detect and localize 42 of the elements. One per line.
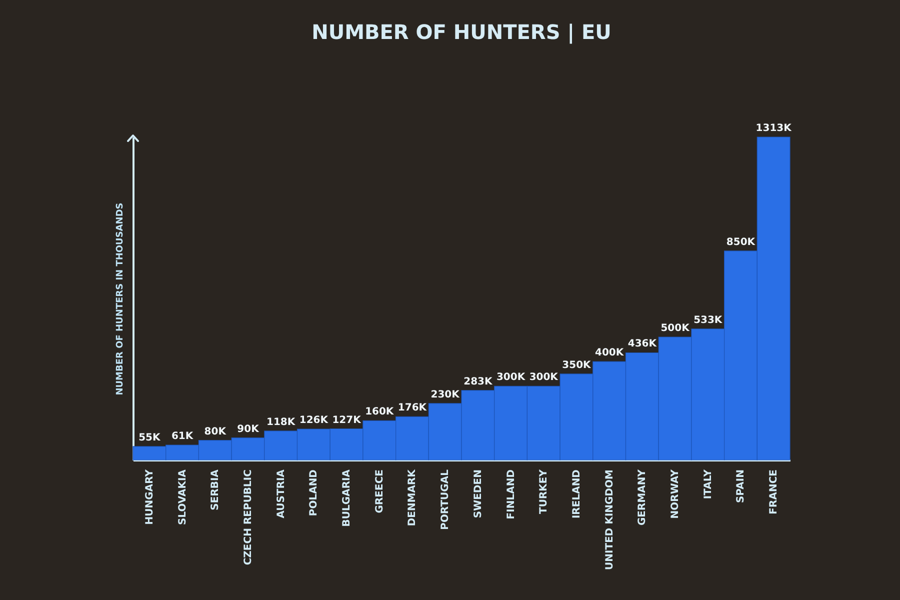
x-tick-label: UNITED KINGDOM <box>604 469 616 570</box>
data-label: 127K <box>332 414 362 426</box>
data-label: 118K <box>266 416 296 428</box>
data-label: 90K <box>237 424 260 435</box>
x-tick-label: SWEDEN <box>472 470 484 518</box>
x-tick-label: NORWAY <box>670 468 682 519</box>
data-label: 436K <box>628 338 658 350</box>
x-tick-label: DENMARK <box>407 468 418 526</box>
x-tick-label: SERBIA <box>210 469 222 510</box>
x-tick-label: TURKEY <box>538 468 550 514</box>
x-tick-label: ITALY <box>702 468 714 500</box>
data-label: 160K <box>365 406 395 418</box>
data-label: 80K <box>204 426 228 438</box>
data-label: 55K <box>138 432 162 444</box>
data-label: 1313K <box>756 123 793 134</box>
data-label: 230K <box>430 389 461 400</box>
data-label: 176K <box>398 402 428 414</box>
x-tick-label: SLOVAKIA <box>177 469 188 525</box>
x-tick-label: SPAIN <box>736 470 747 503</box>
x-tick-label: IRELAND <box>571 470 582 519</box>
x-tick-label: FRANCE <box>768 469 780 514</box>
data-label: 61K <box>171 430 194 442</box>
x-tick-label: POLAND <box>308 470 320 516</box>
data-label: 300K <box>496 372 526 384</box>
x-tick-label: CZECH REPUBLIC <box>242 470 254 566</box>
x-tick-label: PORTUGAL <box>440 468 452 530</box>
y-axis-title: NUMBER OF HUNTERS IN THOUSANDS <box>116 202 126 396</box>
data-label: 533K <box>694 314 724 326</box>
data-label: 850K <box>726 236 756 248</box>
x-tick-label: GREECE <box>374 469 386 514</box>
x-tick-label: AUSTRIA <box>276 469 287 518</box>
data-label: 300K <box>529 372 560 384</box>
data-label: 400K <box>595 348 625 359</box>
chart-title: NUMBER OF HUNTERS | EU <box>312 20 612 44</box>
data-label: 350K <box>562 360 592 371</box>
data-label: 500K <box>660 323 691 334</box>
data-label: 283K <box>464 376 494 388</box>
x-tick-label: BULGARIA <box>342 469 353 527</box>
x-tick-label: GERMANY <box>637 468 648 526</box>
x-tick-label: FINLAND <box>506 470 517 520</box>
x-tick-label: HUNGARY <box>144 468 156 525</box>
data-label: 126K <box>299 415 330 426</box>
